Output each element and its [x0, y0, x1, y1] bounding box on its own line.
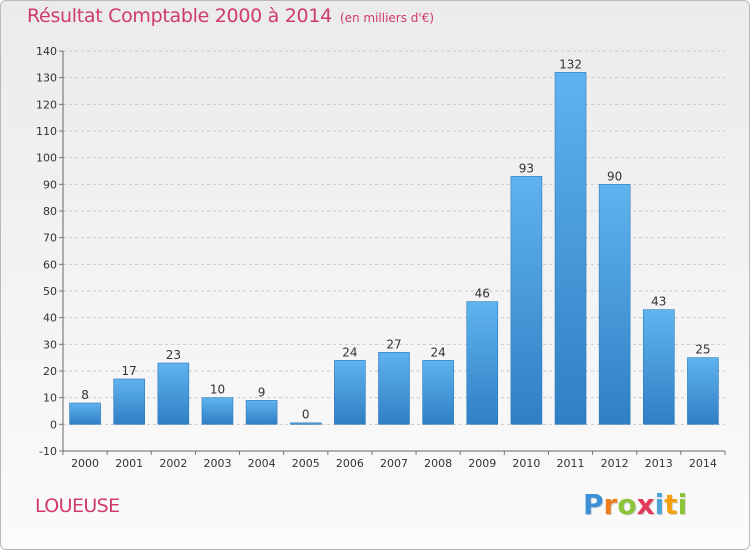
x-tick-label: 2000: [71, 457, 99, 470]
y-tick-label: 10: [43, 392, 57, 405]
axes: -100102030405060708090100110120130140200…: [36, 45, 726, 470]
x-tick-label: 2004: [248, 457, 276, 470]
data-label: 90: [607, 169, 622, 183]
bar: [598, 184, 631, 425]
x-tick-label: 2013: [645, 457, 673, 470]
data-label: 43: [651, 295, 666, 309]
bar: [157, 362, 190, 425]
bar: [510, 176, 543, 425]
data-label: 24: [342, 345, 357, 359]
data-label: 8: [81, 388, 89, 402]
x-tick-label: 2002: [159, 457, 187, 470]
x-tick-label: 2006: [336, 457, 364, 470]
x-tick-label: 2010: [512, 457, 540, 470]
data-label: 17: [122, 364, 137, 378]
y-tick-label: 40: [43, 312, 57, 325]
proxiti-logo: Proxiti: [583, 488, 687, 521]
bar: [289, 422, 322, 425]
bar: [687, 357, 719, 425]
y-tick-label: 100: [36, 152, 57, 165]
y-tick-label: 110: [36, 125, 57, 138]
bar: [554, 72, 587, 425]
y-tick-label: 0: [50, 418, 57, 431]
bar: [642, 309, 675, 425]
data-label: 27: [386, 337, 401, 351]
data-label: 10: [210, 383, 225, 397]
y-tick-label: 30: [43, 338, 57, 351]
data-label: 25: [695, 343, 710, 357]
data-label: 0: [302, 407, 310, 421]
y-tick-label: 20: [43, 365, 57, 378]
data-label: 93: [519, 161, 534, 175]
y-tick-label: -10: [39, 445, 57, 458]
x-tick-label: 2014: [689, 457, 717, 470]
logo-letter: r: [603, 488, 618, 521]
x-tick-label: 2011: [557, 457, 585, 470]
commune-name: LOUEUSE: [35, 495, 120, 517]
x-tick-label: 2008: [424, 457, 452, 470]
chart-subtitle: (en milliers d'€): [339, 11, 435, 25]
x-tick-label: 2009: [468, 457, 496, 470]
logo-letter: i: [677, 488, 688, 521]
logo-letter: t: [664, 488, 678, 521]
x-tick-label: 2005: [292, 457, 320, 470]
x-tick-label: 2007: [380, 457, 408, 470]
logo-letter: o: [617, 488, 637, 521]
y-tick-label: 70: [43, 232, 57, 245]
bar: [378, 352, 410, 425]
bar: [422, 360, 454, 425]
y-tick-label: 130: [36, 72, 57, 85]
chart-title-text: Résultat Comptable 2000 à 2014: [27, 5, 332, 27]
y-tick-label: 140: [36, 45, 57, 58]
y-tick-label: 90: [43, 178, 57, 191]
bars: [69, 72, 719, 425]
y-tick-label: 60: [43, 258, 57, 271]
data-label: 46: [475, 287, 490, 301]
data-label: 23: [166, 348, 181, 362]
logo-letter: P: [583, 488, 604, 521]
x-tick-label: 2001: [115, 457, 143, 470]
x-tick-label: 2003: [203, 457, 231, 470]
data-label: 132: [559, 57, 582, 71]
bar: [113, 378, 145, 425]
y-tick-label: 120: [36, 98, 57, 111]
bar: [201, 397, 234, 425]
bar: [334, 360, 366, 425]
bar: [245, 400, 278, 425]
y-tick-label: 50: [43, 285, 57, 298]
bar: [466, 301, 499, 425]
logo-letter: x: [636, 488, 655, 521]
chart-title: Résultat Comptable 2000 à 2014 (en millie…: [27, 5, 434, 27]
x-tick-label: 2012: [601, 457, 629, 470]
y-tick-label: 80: [43, 205, 57, 218]
data-label: 9: [258, 385, 266, 399]
data-label: 24: [430, 345, 445, 359]
bar: [69, 402, 101, 425]
logo-letter: i: [654, 488, 665, 521]
